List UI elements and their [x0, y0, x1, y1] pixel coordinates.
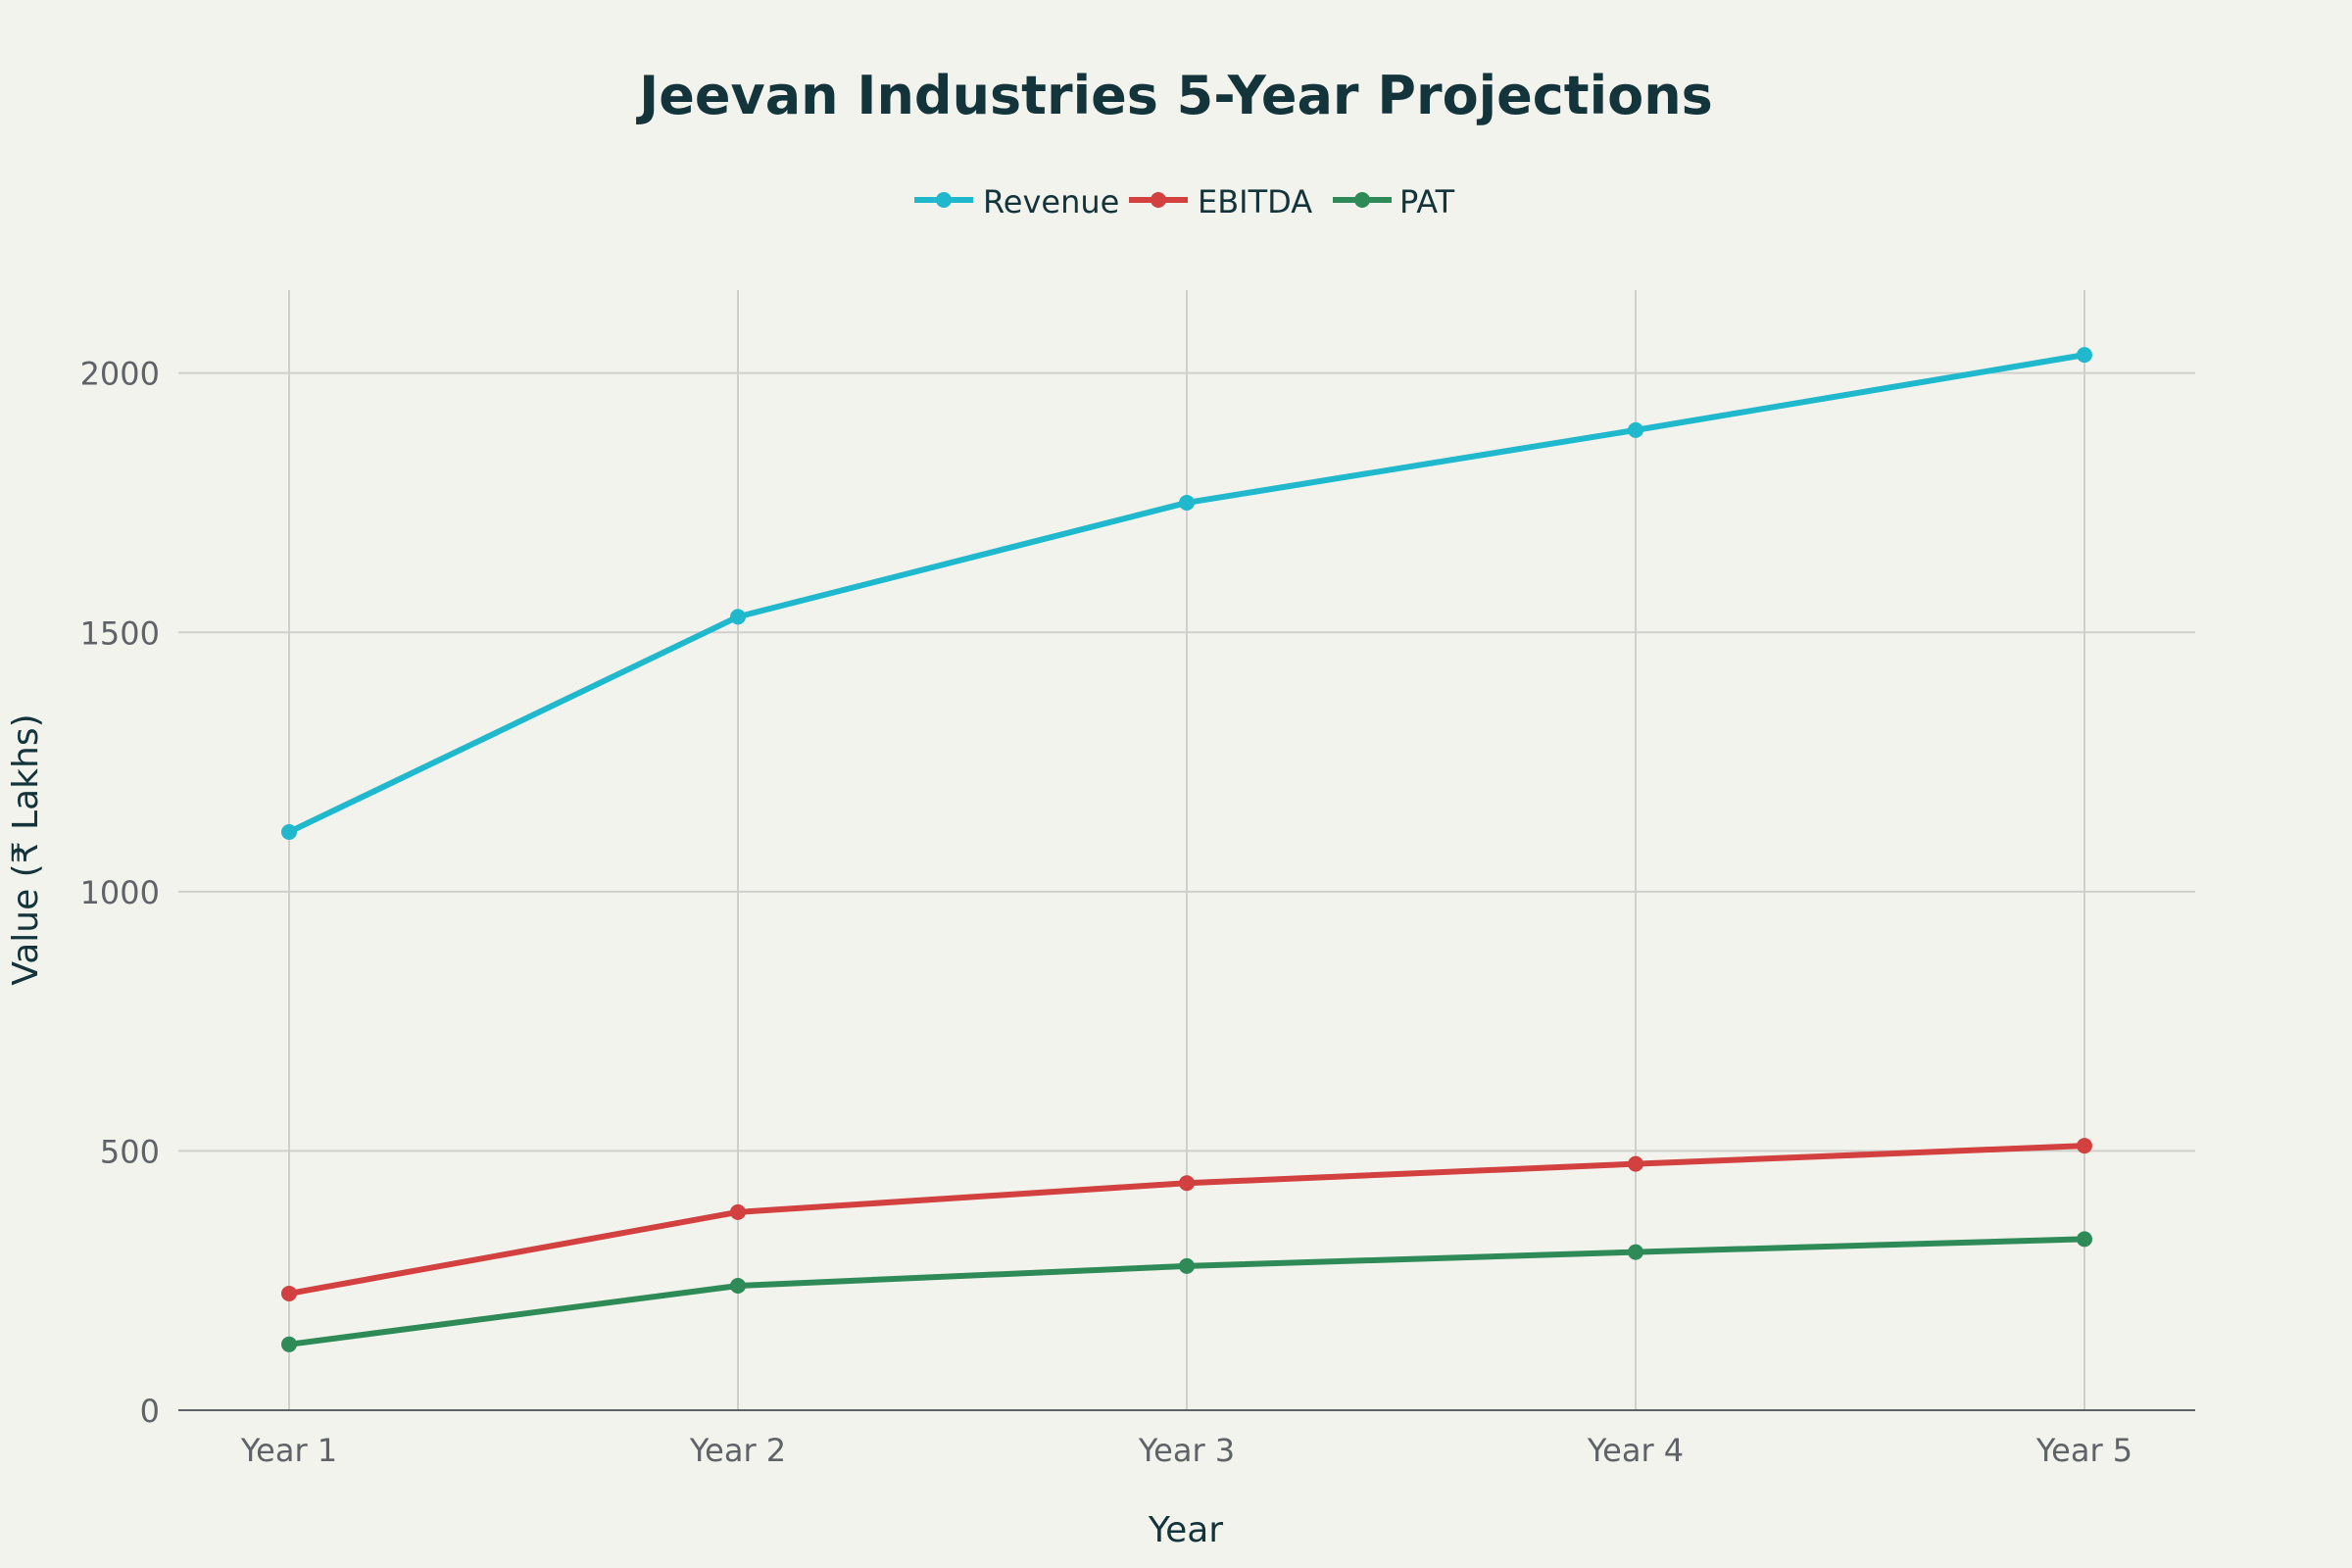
- data-point-revenue[interactable]: [1628, 422, 1643, 438]
- x-tick-label: Year 4: [1587, 1432, 1684, 1469]
- legend-swatch-marker: [1151, 192, 1166, 208]
- data-point-revenue[interactable]: [281, 824, 297, 840]
- legend-label: PAT: [1399, 183, 1455, 220]
- y-tick-label: 2000: [80, 356, 160, 393]
- data-point-pat[interactable]: [1628, 1245, 1643, 1260]
- data-point-pat[interactable]: [2077, 1231, 2092, 1247]
- x-tick-label: Year 3: [1138, 1432, 1235, 1469]
- y-axis-ticks: 0 500 1000 1500 2000: [80, 356, 160, 1430]
- y-tick-label: 500: [100, 1133, 160, 1170]
- data-point-ebitda[interactable]: [2077, 1138, 2092, 1153]
- data-point-ebitda[interactable]: [1179, 1175, 1195, 1191]
- data-point-ebitda[interactable]: [281, 1286, 297, 1301]
- x-tick-label: Year 1: [240, 1432, 337, 1469]
- y-tick-label: 1500: [80, 614, 160, 652]
- data-point-revenue[interactable]: [2077, 347, 2092, 363]
- x-tick-label: Year 2: [689, 1432, 786, 1469]
- x-axis-ticks: Year 1 Year 2 Year 3 Year 4 Year 5: [240, 1432, 2132, 1469]
- legend: Revenue EBITDA PAT: [914, 183, 1455, 220]
- legend-item-ebitda[interactable]: EBITDA: [1129, 183, 1312, 220]
- chart-title: Jeevan Industries 5-Year Projections: [635, 65, 1713, 126]
- legend-swatch-marker: [1354, 192, 1370, 208]
- legend-item-pat[interactable]: PAT: [1333, 183, 1455, 220]
- data-point-pat[interactable]: [281, 1337, 297, 1352]
- x-tick-label: Year 5: [2035, 1432, 2132, 1469]
- data-point-revenue[interactable]: [730, 609, 746, 624]
- y-tick-label: 1000: [80, 874, 160, 911]
- legend-label: Revenue: [983, 183, 1119, 220]
- x-axis-title: Year: [1148, 1510, 1223, 1550]
- data-point-pat[interactable]: [1179, 1258, 1195, 1274]
- data-point-ebitda[interactable]: [730, 1204, 746, 1220]
- data-point-revenue[interactable]: [1179, 495, 1195, 511]
- y-tick-label: 0: [140, 1393, 160, 1430]
- data-point-ebitda[interactable]: [1628, 1156, 1643, 1172]
- legend-swatch-marker: [936, 192, 952, 208]
- legend-item-revenue[interactable]: Revenue: [914, 183, 1119, 220]
- data-point-pat[interactable]: [730, 1278, 746, 1294]
- y-axis-title: Value (₹ Lakhs): [6, 713, 46, 985]
- legend-label: EBITDA: [1198, 183, 1312, 220]
